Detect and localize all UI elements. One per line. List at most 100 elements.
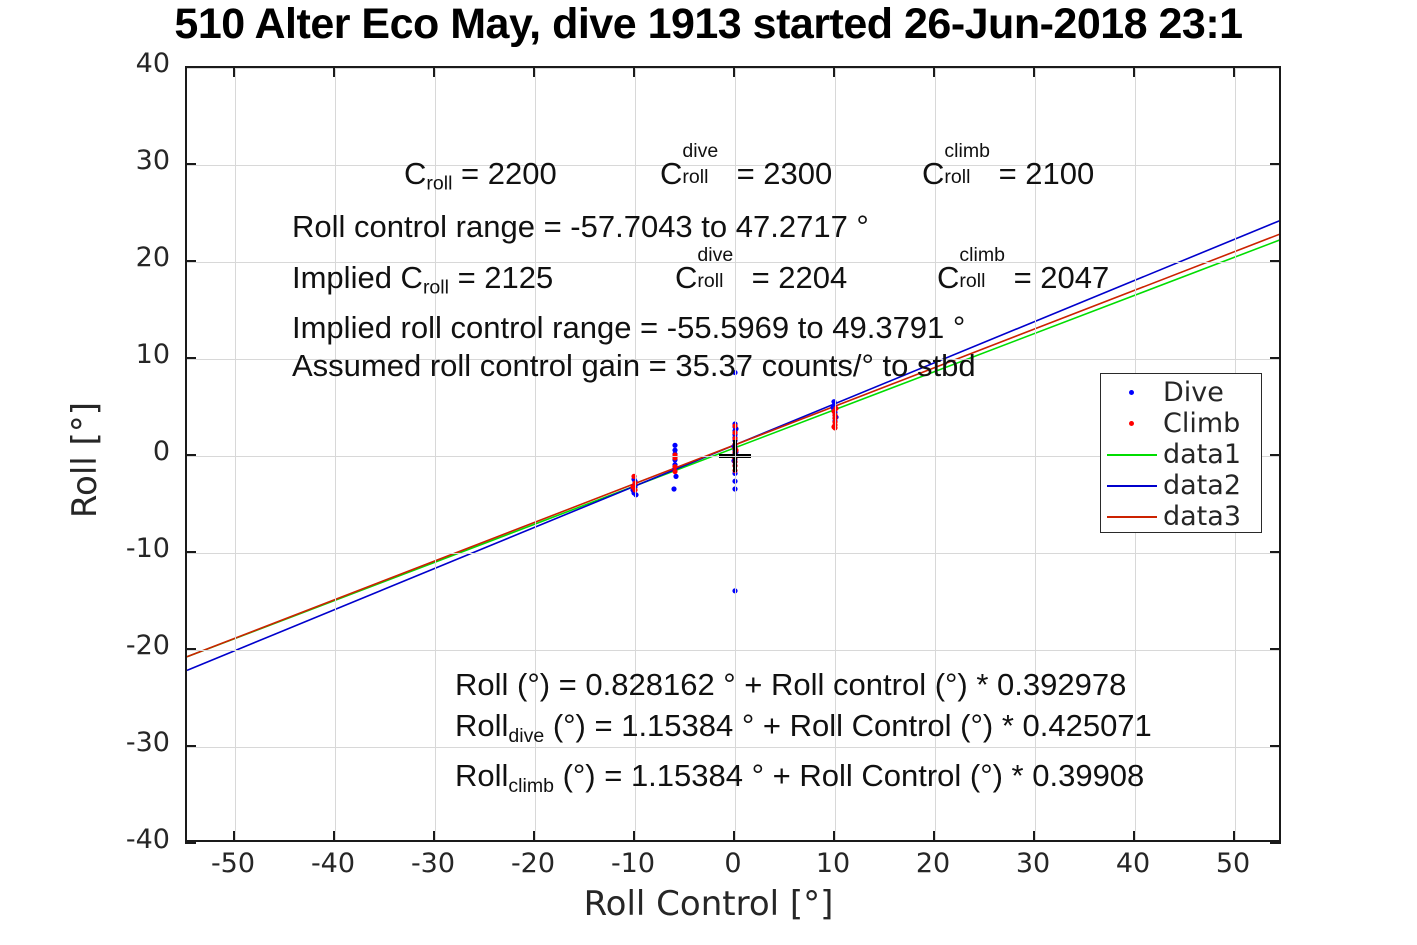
c-roll-subscript: roll: [426, 172, 453, 195]
x-tick: [833, 831, 835, 842]
annotation-implied-c-roll-climb: Cclimbclimbroll = 2047: [937, 244, 1110, 295]
x-tick-label: 10: [815, 848, 851, 879]
chart-title: 510 Alter Eco May, dive 1913 started 26-…: [174, 0, 1243, 48]
legend-item-data2[interactable]: data2: [1101, 470, 1261, 501]
data-point-dive: [672, 447, 678, 453]
c-roll-dive-symbol: Cclimbdiveroll: [660, 140, 728, 191]
c-roll-value: = 2200: [461, 156, 557, 191]
annotation-assumed-gain: Assumed roll control gain = 35.37 counts…: [292, 348, 976, 383]
green-line-icon-glyph: [1107, 454, 1157, 456]
y-tick: [185, 357, 196, 359]
annotation-implied-c-roll: Implied Croll = 2125: [292, 262, 553, 298]
data-point-dive: [671, 486, 677, 492]
legend-label: Climb: [1163, 408, 1241, 439]
y-tick-label: 40: [135, 48, 170, 79]
gridline-horizontal: [187, 553, 1279, 554]
y-tick: [185, 551, 196, 553]
red-line-icon-glyph: [1107, 516, 1157, 518]
x-tick-label: -20: [510, 848, 556, 879]
data-point-dive: [673, 473, 679, 479]
y-tick: [185, 260, 196, 262]
x-tick: [1233, 831, 1235, 842]
c-roll-climb-value: = 2100: [998, 156, 1095, 191]
gridline-vertical: [335, 68, 336, 840]
implied-c-roll-dive-script: climbdiveroll: [697, 244, 734, 293]
equation-roll-climb-subscript: climb: [508, 774, 554, 797]
y-tick-right: [1270, 66, 1281, 68]
gridline-horizontal: [187, 747, 1279, 748]
gridline-horizontal: [187, 262, 1279, 263]
y-tick: [185, 66, 196, 68]
y-tick-right: [1270, 454, 1281, 456]
x-tick: [233, 831, 235, 842]
y-tick-label: -20: [125, 630, 170, 661]
implied-c-roll-subscript: roll: [422, 276, 449, 299]
y-tick-right: [1270, 163, 1281, 165]
x-tick: [1133, 831, 1135, 842]
x-tick: [1033, 831, 1035, 842]
x-tick-top: [1233, 66, 1235, 77]
c-roll-dive-script: climbdiveroll: [682, 140, 719, 189]
annotation-implied-c-roll-dive: Cclimbdiveroll = 2204: [675, 244, 848, 295]
c-roll-dive-value: = 2300: [736, 156, 833, 191]
implied-c-roll-climb-symbol: Cclimbclimbroll: [937, 244, 1005, 295]
blue-dot-icon: [1101, 377, 1163, 408]
x-tick-top: [633, 66, 635, 77]
blue-line-icon-glyph: [1107, 485, 1157, 487]
y-tick-right: [1270, 357, 1281, 359]
y-tick-label: 30: [135, 145, 170, 176]
x-tick-top: [933, 66, 935, 77]
blue-line-icon: [1101, 470, 1163, 501]
y-tick: [185, 745, 196, 747]
gridline-vertical: [535, 68, 536, 840]
gridline-horizontal: [187, 456, 1279, 457]
x-tick-top: [233, 66, 235, 77]
c-roll-climb-symbol: Cclimbclimbroll: [922, 140, 990, 191]
x-tick: [933, 831, 935, 842]
legend-item-data3[interactable]: data3: [1101, 501, 1261, 532]
gridline-vertical: [235, 68, 236, 840]
x-tick-label: -50: [210, 848, 256, 879]
implied-c-roll-dive-value: = 2204: [751, 260, 848, 295]
x-tick-label: 30: [1015, 848, 1051, 879]
x-tick-top: [733, 66, 735, 77]
equation-roll-climb: Rollclimb (°) = 1.15384 ° + Roll Control…: [455, 758, 1144, 798]
y-tick-right: [1270, 745, 1281, 747]
legend-item-climb[interactable]: Climb: [1101, 408, 1261, 439]
x-tick-top: [1033, 66, 1035, 77]
x-tick-label: 0: [724, 848, 742, 879]
y-tick-label: 20: [135, 242, 170, 273]
implied-c-roll-climb-value: = 2047: [1013, 260, 1110, 295]
red-dot-icon-glyph: [1129, 421, 1134, 426]
data-point-climb: [833, 405, 839, 412]
data-point-climb: [672, 468, 678, 475]
data-point-dive: [633, 492, 639, 498]
y-tick-right: [1270, 260, 1281, 262]
y-tick-label: 10: [135, 339, 170, 370]
y-tick-right: [1270, 551, 1281, 553]
y-tick-label: 0: [152, 436, 170, 467]
x-tick-top: [333, 66, 335, 77]
x-tick: [533, 831, 535, 842]
legend-label: data3: [1163, 501, 1241, 532]
gridline-horizontal: [187, 165, 1279, 166]
y-tick-label: -40: [125, 824, 170, 855]
red-line-icon: [1101, 501, 1163, 532]
x-tick-top: [833, 66, 835, 77]
data-point-climb: [672, 464, 678, 470]
x-tick-label: 20: [915, 848, 951, 879]
green-line-icon: [1101, 439, 1163, 470]
legend-item-dive[interactable]: Dive: [1101, 377, 1261, 408]
legend-label: data2: [1163, 470, 1241, 501]
legend-label: Dive: [1163, 377, 1224, 408]
implied-c-roll-value: = 2125: [457, 260, 554, 295]
x-tick-label: -10: [610, 848, 656, 879]
implied-c-roll-climb-script: climbclimbroll: [959, 244, 1005, 293]
chart-legend[interactable]: Dive Climb data1 data2 data3: [1100, 373, 1262, 533]
x-tick: [633, 831, 635, 842]
equation-roll-dive-base: Roll: [455, 708, 509, 743]
legend-item-data1[interactable]: data1: [1101, 439, 1261, 470]
x-axis-label: Roll Control [°]: [583, 884, 834, 924]
equation-roll-dive: Rolldive (°) = 1.15384 ° + Roll Control …: [455, 708, 1152, 748]
